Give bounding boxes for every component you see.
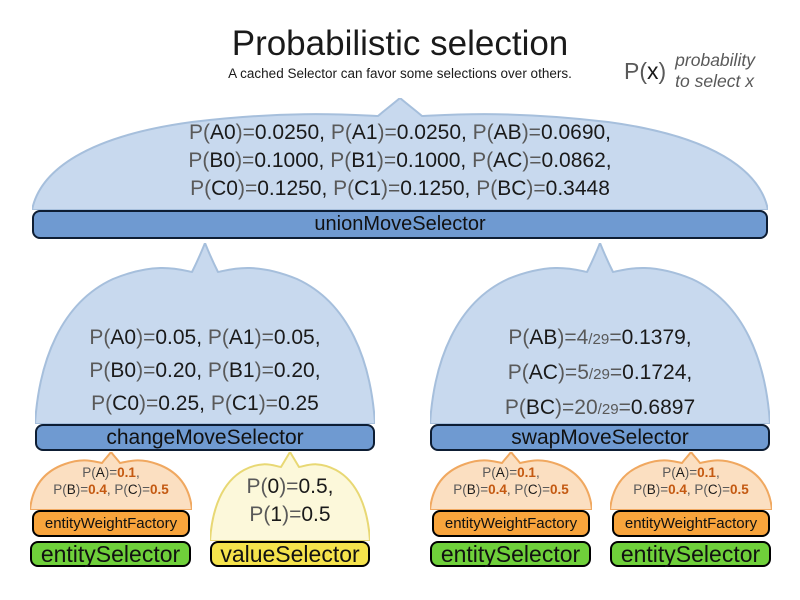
probability-line: P(B0)=0.1000, P(B1)=0.1000, P(AC)=0.0862…	[188, 149, 612, 172]
legend-note-line: to select x	[675, 71, 754, 91]
entity-weight-factory-label: entityWeightFactory	[444, 515, 578, 532]
value-selector-bar: valueSelector	[210, 541, 370, 567]
value-dome-arrow-shape	[210, 452, 370, 541]
entity-selector-bar: entitySelector	[430, 541, 591, 567]
entity-weight-dome-arrow-shape	[30, 452, 192, 510]
entity-selector-label: entitySelector	[620, 540, 761, 567]
entity-selector-label: entitySelector	[440, 540, 581, 567]
probability-line: P(0)=0.5,	[246, 475, 334, 498]
entity-selector-label: entitySelector	[40, 540, 181, 567]
probability-line: P(B)=0.4, P(C)=0.5	[53, 482, 169, 497]
legend-note-line: probability	[675, 50, 755, 70]
change-move-selector-label: changeMoveSelector	[106, 425, 304, 449]
entity-weight-probabilities: P(A)=0.1, P(B)=0.4, P(C)=0.5	[430, 464, 592, 498]
entity-weight-factory-bar: entityWeightFactory	[432, 510, 590, 537]
value-probabilities: P(0)=0.5, P(1)=0.5	[210, 473, 370, 529]
entity-weight-factory-label: entityWeightFactory	[624, 515, 758, 532]
probability-line: P(B0)=0.20, P(B1)=0.20,	[89, 359, 321, 382]
page-title: Probabilistic selection	[231, 24, 569, 63]
entity-weight-probabilities: P(A)=0.1, P(B)=0.4, P(C)=0.5	[610, 464, 772, 498]
probability-line: P(C0)=0.1250, P(C1)=0.1250, P(BC)=0.3448	[190, 177, 610, 200]
probability-line: P(x)	[624, 57, 667, 84]
entity-weight-factory-bar: entityWeightFactory	[32, 510, 190, 537]
swap-dome-arrow-shape	[430, 243, 770, 424]
probability-line: P(A)=0.1,	[482, 465, 540, 480]
swap-move-selector-bar: swapMoveSelector	[430, 424, 770, 451]
union-move-selector-bar: unionMoveSelector	[32, 210, 768, 239]
probability-line: P(BC)=20/29=0.6897	[504, 396, 696, 419]
swap-probabilities: P(AB)=4/29=0.1379, P(AC)=5/29=0.1724, P(BC…	[430, 321, 770, 426]
value-selector-label: valueSelector	[220, 540, 360, 567]
entity-weight-dome-arrow-shape	[430, 452, 592, 510]
legend: P(x) probability to select x	[624, 50, 755, 92]
entity-weight-dome-arrow-shape	[610, 452, 772, 510]
change-move-selector-bar: changeMoveSelector	[35, 424, 375, 451]
legend-note: probability to select x	[675, 50, 755, 92]
probability-line: P(1)=0.5	[249, 503, 331, 526]
union-probabilities: P(A0)=0.0250, P(A1)=0.0250, P(AB)=0.0690…	[32, 119, 768, 203]
page-subtitle: A cached Selector can favor some selecti…	[228, 66, 572, 81]
probability-line: P(A)=0.1,	[662, 465, 720, 480]
entity-selector-bar: entitySelector	[610, 541, 771, 567]
probability-line: P(A)=0.1,	[82, 465, 140, 480]
change-probabilities: P(A0)=0.05, P(A1)=0.05, P(B0)=0.20, P(B1)…	[35, 321, 375, 420]
union-move-selector-label: unionMoveSelector	[314, 213, 486, 235]
probability-line: P(AC)=5/29=0.1724,	[507, 361, 693, 384]
probability-line: P(AB)=4/29=0.1379,	[508, 326, 692, 349]
probability-line: P(B)=0.4, P(C)=0.5	[453, 482, 569, 497]
probability-line: P(B)=0.4, P(C)=0.5	[633, 482, 749, 497]
probability-line: P(A0)=0.05, P(A1)=0.05,	[89, 326, 321, 349]
union-dome-arrow-shape	[32, 98, 768, 210]
probability-line: P(A0)=0.0250, P(A1)=0.0250, P(AB)=0.0690…	[188, 121, 612, 144]
probability-symbol: P(x)	[624, 58, 666, 85]
probability-line: P(C0)=0.25, P(C1)=0.25	[91, 392, 319, 415]
entity-weight-probabilities: P(A)=0.1, P(B)=0.4, P(C)=0.5	[30, 464, 192, 498]
entity-weight-factory-bar: entityWeightFactory	[612, 510, 770, 537]
change-dome-arrow-shape	[35, 243, 375, 424]
entity-selector-bar: entitySelector	[30, 541, 191, 567]
swap-move-selector-label: swapMoveSelector	[511, 425, 689, 449]
entity-weight-factory-label: entityWeightFactory	[44, 515, 178, 532]
